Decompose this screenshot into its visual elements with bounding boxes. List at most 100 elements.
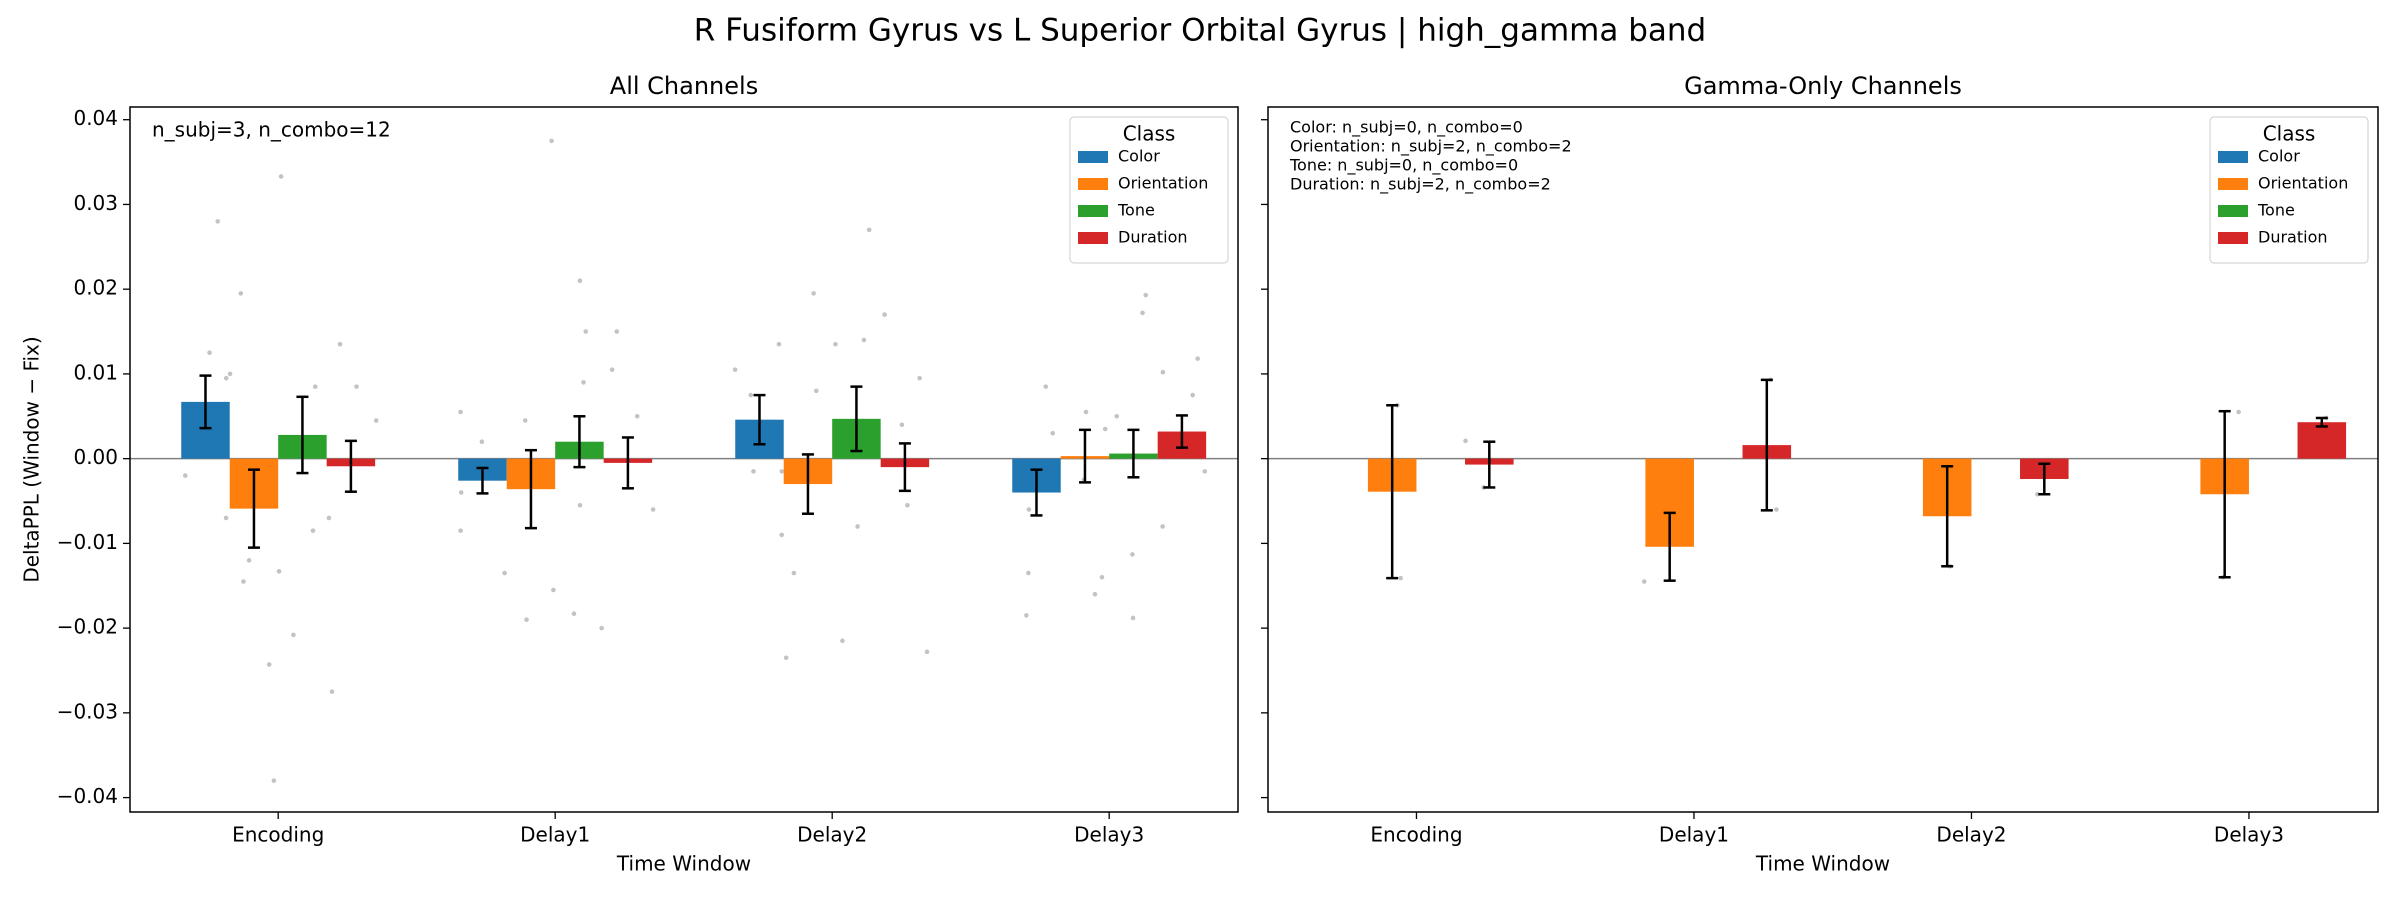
error-bar	[247, 468, 260, 549]
combo-point	[1160, 369, 1166, 375]
combo-point	[791, 570, 797, 576]
combo-point	[783, 655, 789, 661]
combo-point	[1026, 570, 1031, 576]
combo-point	[833, 341, 838, 347]
combo-point	[776, 341, 782, 347]
combo-point	[1160, 524, 1165, 529]
combo-point	[1114, 413, 1120, 419]
combo-point	[326, 515, 332, 521]
combo-point	[882, 312, 887, 317]
axes-title: Gamma-Only Channels	[1684, 72, 1962, 100]
error-bar	[850, 385, 863, 453]
combo-point	[814, 388, 819, 394]
x-tick-label: Delay2	[1936, 823, 2006, 847]
combo-point	[866, 227, 872, 233]
figure-title: R Fusiform Gyrus vs L Superior Orbital G…	[694, 13, 1706, 49]
combo-point	[583, 329, 589, 334]
error-bar	[753, 393, 766, 446]
combo-point	[373, 418, 379, 423]
legend-title: Class	[1123, 122, 1176, 146]
combo-point	[1083, 409, 1089, 415]
combo-point	[1774, 507, 1779, 512]
legend-box	[1069, 116, 1229, 264]
combo-point	[246, 558, 252, 563]
combo-point	[223, 515, 229, 521]
y-tick-label: −0.03	[57, 699, 118, 723]
combo-point	[899, 422, 905, 428]
legend-label: Tone	[2257, 201, 2295, 220]
combo-point	[458, 490, 464, 495]
combo-point	[549, 138, 554, 144]
combo-point	[751, 469, 756, 474]
legend-label: Orientation	[2258, 174, 2348, 193]
legend-label: Color	[1118, 147, 1160, 166]
x-tick-label: Delay3	[2214, 823, 2284, 847]
combo-point	[458, 409, 463, 415]
axes-frame	[129, 106, 1239, 813]
legend-swatch	[2218, 178, 2248, 190]
combo-point	[1463, 438, 1468, 444]
axes-frame	[1267, 106, 2379, 813]
combo-point	[924, 649, 930, 655]
error-bar	[1483, 440, 1496, 489]
combo-point	[215, 219, 221, 224]
error-bar	[573, 415, 586, 469]
combo-point	[278, 174, 284, 179]
combo-point	[207, 350, 212, 356]
legend-label: Color	[2258, 147, 2300, 166]
combo-point	[1143, 292, 1149, 298]
error-bar	[1127, 428, 1140, 479]
combo-point	[551, 587, 556, 593]
annotation: Duration: n_subj=2, n_combo=2	[1290, 175, 1551, 195]
y-tick-label: 0.03	[73, 191, 118, 215]
combo-point	[1024, 613, 1029, 618]
y-tick-label: 0.00	[73, 445, 118, 469]
combo-point	[1641, 579, 1647, 584]
y-axis-label: DeltaPPL (Window − Fix)	[20, 336, 44, 582]
error-bar	[524, 448, 537, 530]
legend-swatch	[1078, 205, 1108, 217]
legend-swatch	[2218, 232, 2248, 244]
combo-point	[266, 662, 272, 667]
x-axis-label: Time Window	[616, 852, 751, 876]
legend-swatch	[1078, 151, 1108, 163]
annotation: Color: n_subj=0, n_combo=0	[1290, 118, 1523, 138]
combo-point	[337, 341, 343, 347]
x-axis-label: Time Window	[1755, 852, 1890, 876]
combo-point	[861, 337, 867, 343]
legend-label: Orientation	[1118, 174, 1208, 193]
combo-point	[917, 375, 922, 381]
combo-point	[748, 392, 754, 398]
x-tick-label: Delay1	[520, 823, 590, 847]
combo-point	[1398, 575, 1404, 581]
combo-point	[571, 611, 577, 617]
combo-point	[354, 384, 359, 389]
combo-point	[502, 570, 507, 576]
legend-swatch	[2218, 205, 2248, 217]
error-bar	[621, 436, 634, 490]
bar	[2297, 422, 2347, 459]
combo-point	[779, 469, 785, 474]
error-bar	[1386, 404, 1399, 580]
combo-point	[577, 278, 583, 284]
error-bar	[1175, 414, 1188, 449]
combo-point	[238, 291, 244, 296]
combo-point	[182, 473, 188, 478]
legend-swatch	[1078, 178, 1108, 190]
combo-point	[732, 367, 738, 372]
combo-point	[227, 371, 233, 377]
combo-point	[1043, 384, 1049, 389]
combo-point	[1050, 430, 1056, 436]
combo-point	[634, 413, 640, 419]
combo-point	[1099, 574, 1105, 580]
error-bar	[199, 374, 212, 430]
combo-point	[479, 439, 485, 445]
annotation: n_subj=3, n_combo=12	[152, 118, 391, 142]
legend-box	[2209, 116, 2369, 264]
combo-point	[1140, 310, 1145, 316]
legend-label: Duration	[2258, 228, 2328, 247]
x-tick-label: Encoding	[232, 823, 324, 847]
combo-point	[609, 367, 615, 372]
combo-point	[1026, 507, 1032, 512]
